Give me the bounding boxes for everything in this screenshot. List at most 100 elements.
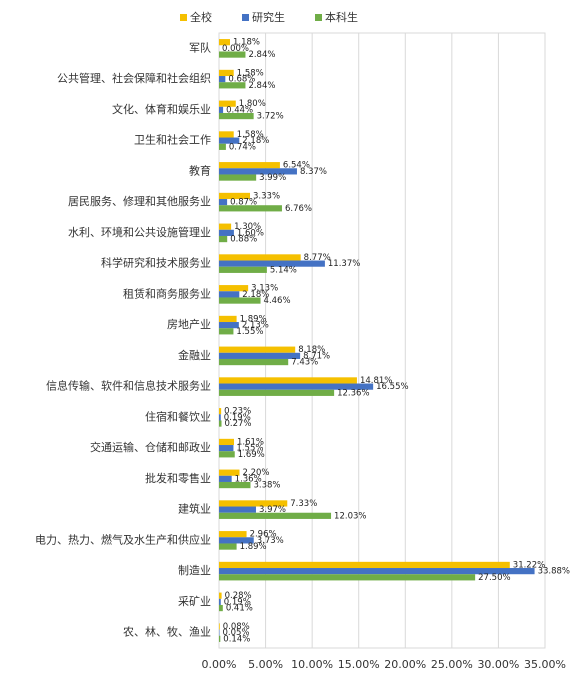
bar (219, 291, 239, 297)
bar (219, 113, 254, 119)
bar (219, 574, 475, 580)
legend-swatch (242, 14, 249, 21)
y-tick-label: 租赁和商务服务业 (123, 286, 211, 300)
value-label: 2.84% (248, 50, 275, 60)
bar (219, 605, 223, 611)
bar (219, 236, 227, 242)
bar (219, 390, 334, 396)
y-tick-label: 交通运输、仓储和邮政业 (90, 440, 211, 454)
y-tick-label: 金融业 (178, 348, 211, 362)
bar (219, 439, 234, 445)
value-label: 5.14% (270, 265, 297, 275)
value-label: 8.37% (300, 167, 327, 177)
value-label: 0.27% (225, 419, 252, 429)
value-label: 11.37% (328, 259, 360, 269)
bar (219, 359, 288, 365)
value-label: 16.55% (376, 382, 408, 392)
y-tick-label: 信息传输、软件和信息技术服务业 (46, 379, 211, 393)
bar (219, 267, 267, 273)
value-label: 12.03% (334, 511, 366, 521)
value-label: 3.38% (253, 481, 280, 491)
bar (219, 199, 227, 205)
value-label: 27.50% (478, 573, 510, 583)
y-tick-label: 公共管理、社会保障和社会组织 (57, 71, 211, 85)
bar (219, 476, 232, 482)
bar (219, 377, 357, 383)
bar (219, 51, 245, 57)
y-tick-label: 房地产业 (167, 317, 211, 331)
y-tick-label: 住宿和餐饮业 (145, 409, 211, 423)
bar (219, 420, 222, 426)
value-label: 4.46% (264, 296, 291, 306)
bar (219, 507, 256, 513)
value-label: 2.84% (248, 81, 275, 91)
bar (219, 316, 237, 322)
y-tick-label: 批发和零售业 (145, 471, 211, 485)
bar (219, 131, 234, 137)
bar (219, 144, 226, 150)
y-tick-label: 教育 (189, 163, 211, 177)
bar (219, 562, 510, 568)
y-tick-label: 居民服务、修理和其他服务业 (68, 194, 211, 208)
value-label: 3.99% (259, 173, 286, 183)
value-label: 12.36% (337, 388, 369, 398)
bar (219, 224, 231, 230)
value-label: 3.72% (257, 112, 284, 122)
x-tick-label: 20.00% (384, 658, 426, 671)
bar (219, 353, 300, 359)
value-label: 1.69% (238, 450, 265, 460)
value-label: 1.55% (236, 327, 263, 337)
x-tick-label: 0.00% (202, 658, 237, 671)
y-tick-label: 采矿业 (178, 595, 211, 608)
x-tick-label: 35.00% (524, 658, 566, 671)
bar (219, 513, 331, 519)
legend-swatch (180, 14, 187, 21)
x-tick-label: 15.00% (338, 658, 380, 671)
bar (219, 451, 235, 457)
y-tick-label: 电力、热力、燃气及水生产和供应业 (35, 532, 211, 546)
bar (219, 205, 282, 211)
bar (219, 174, 256, 180)
bar (219, 414, 221, 420)
bar (219, 347, 295, 353)
bar (219, 531, 247, 537)
x-tick-label: 10.00% (291, 658, 333, 671)
bar (219, 408, 221, 414)
bar (219, 623, 220, 629)
bar (219, 593, 222, 599)
y-tick-label: 农、林、牧、渔业 (123, 625, 211, 639)
value-label: 1.89% (240, 542, 267, 552)
y-tick-label: 制造业 (178, 563, 211, 577)
x-tick-label: 5.00% (248, 658, 283, 671)
y-tick-label: 文化、体育和娱乐业 (112, 102, 211, 116)
value-label: 6.76% (285, 204, 312, 214)
y-tick-label: 卫生和社会工作 (134, 133, 211, 147)
value-label: 0.74% (229, 142, 256, 152)
bar (219, 76, 225, 82)
value-label: 0.88% (230, 235, 257, 245)
y-tick-label: 军队 (189, 40, 211, 54)
x-tick-label: 25.00% (431, 658, 473, 671)
bar (219, 297, 261, 303)
bar (219, 254, 301, 260)
legend-label: 全校 (190, 10, 212, 24)
y-tick-label: 科学研究和技术服务业 (101, 256, 211, 270)
y-tick-label: 水利、环境和公共设施管理业 (68, 225, 211, 239)
value-label: 33.88% (538, 567, 570, 577)
legend-label: 本科生 (325, 10, 358, 24)
value-label: 0.14% (223, 634, 250, 644)
bar (219, 107, 223, 113)
bar (219, 445, 233, 451)
bar (219, 543, 237, 549)
bar (219, 599, 221, 605)
legend-label: 研究生 (252, 10, 285, 24)
value-label: 7.33% (290, 499, 317, 509)
value-label: 7.43% (291, 358, 318, 368)
x-tick-label: 30.00% (477, 658, 519, 671)
bar (219, 482, 250, 488)
y-tick-label: 建筑业 (178, 502, 211, 516)
bar (219, 162, 280, 168)
legend-swatch (315, 14, 322, 21)
bar (219, 636, 220, 642)
